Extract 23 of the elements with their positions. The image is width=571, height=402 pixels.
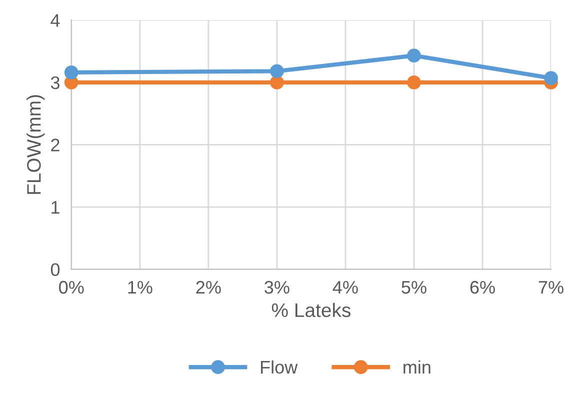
x-tick-label: 3%: [264, 280, 290, 294]
x-tick-label: 7%: [538, 281, 564, 294]
y-axis-title: FLOW(mm): [26, 95, 45, 194]
y-tick-label: 4: [50, 14, 60, 27]
point: [270, 64, 284, 78]
x-tick-label: 4%: [332, 281, 358, 294]
x-tick-label: 5%: [402, 281, 426, 294]
y-tick-label: 1: [52, 201, 60, 214]
point: [64, 65, 78, 80]
x-tick-label: 0%: [59, 280, 84, 294]
point: [407, 75, 421, 90]
y-tick-label: 2: [51, 138, 60, 152]
point: [544, 71, 558, 85]
y-tick-label: 3: [50, 76, 60, 90]
x-tick-label: 2%: [196, 280, 221, 294]
legend-label: min: [404, 360, 430, 374]
point: [270, 75, 284, 90]
x-axis-title: % Lateks: [272, 302, 350, 318]
x-tick-label: 6%: [470, 280, 495, 294]
point: [407, 48, 421, 63]
y-tick-label: 0: [50, 263, 60, 276]
legend-label: Flow: [261, 360, 298, 374]
x-tick-label: 1%: [128, 281, 152, 294]
